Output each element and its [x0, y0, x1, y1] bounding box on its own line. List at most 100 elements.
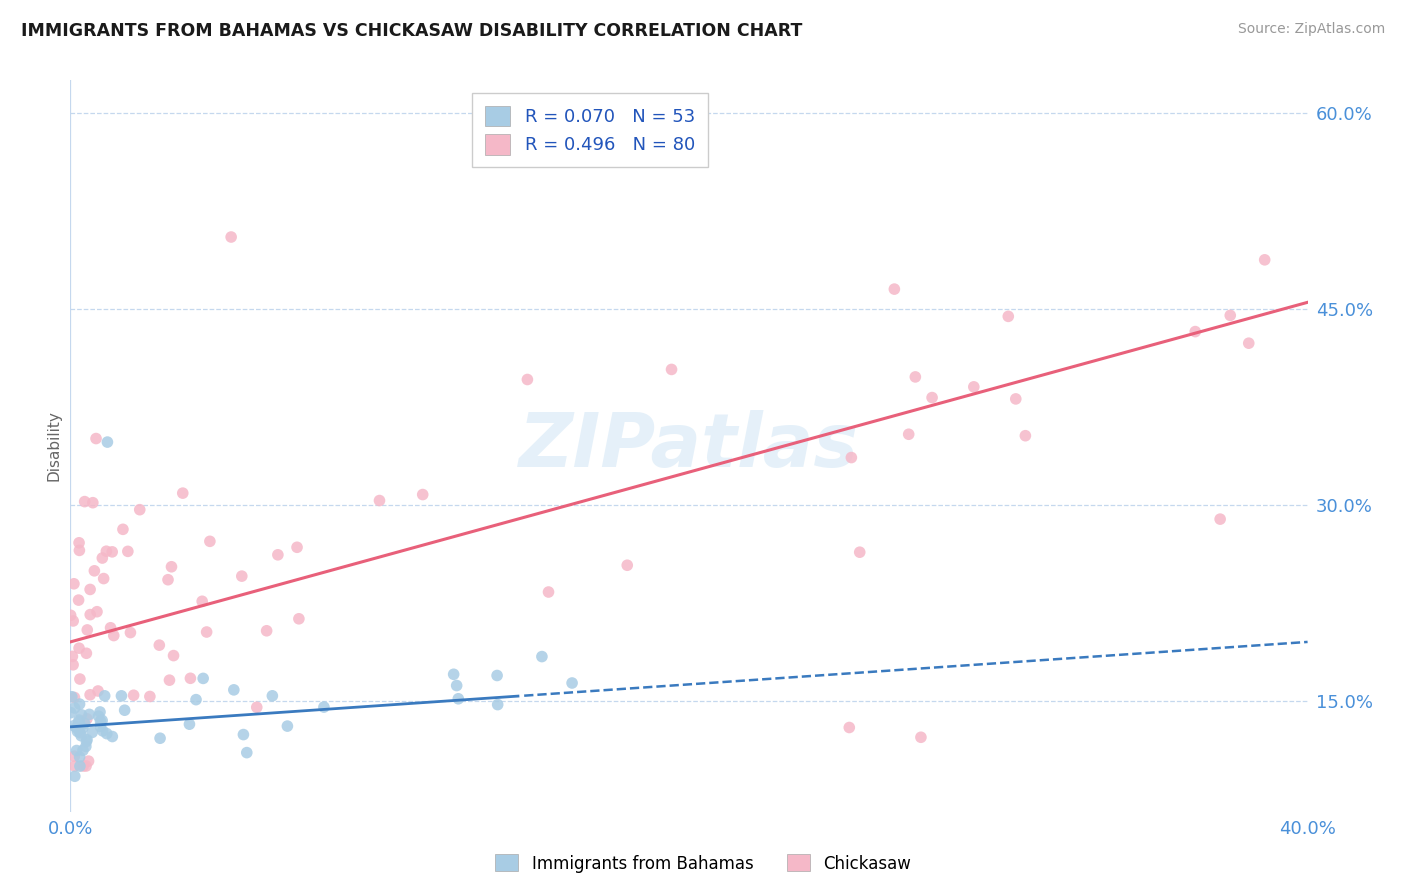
Point [1219, 309, 1241, 323]
Point [446, 679, 468, 693]
Point [91, 714, 114, 728]
Point [96, 726, 118, 740]
Point [246, 700, 269, 714]
Point [160, 559, 183, 574]
Point [963, 380, 986, 394]
Point [75, 734, 97, 748]
Point [63, 690, 86, 705]
Point [59, 706, 82, 720]
Point [67, 713, 90, 727]
Point [60, 649, 83, 664]
Point [79, 582, 101, 597]
Point [179, 671, 201, 685]
Point [87, 684, 110, 698]
Point [79, 688, 101, 702]
Point [921, 391, 943, 405]
Legend: Immigrants from Bahamas, Chickasaw: Immigrants from Bahamas, Chickasaw [488, 847, 918, 880]
Point [62, 657, 84, 672]
Point [883, 282, 905, 296]
Point [285, 541, 308, 555]
Point [69, 697, 91, 711]
Point [156, 573, 179, 587]
Point [191, 594, 214, 608]
Point [198, 534, 221, 549]
Point [69, 672, 91, 686]
Point [159, 673, 181, 688]
Point [89, 705, 111, 719]
Point [101, 730, 124, 744]
Point [79, 607, 101, 622]
Point [79, 707, 101, 722]
Point [110, 689, 132, 703]
Point [96, 544, 118, 558]
Point [149, 731, 172, 746]
Point [114, 703, 136, 717]
Point [70, 729, 93, 743]
Point [1184, 325, 1206, 339]
Point [91, 551, 114, 566]
Point [231, 569, 253, 583]
Point [89, 714, 111, 729]
Point [73, 716, 96, 731]
Point [172, 486, 194, 500]
Point [120, 625, 142, 640]
Point [63, 701, 86, 715]
Text: Source: ZipAtlas.com: Source: ZipAtlas.com [1237, 22, 1385, 37]
Point [516, 372, 538, 386]
Point [1253, 252, 1275, 267]
Point [60, 690, 83, 704]
Point [179, 717, 201, 731]
Point [73, 494, 96, 508]
Point [69, 759, 91, 773]
Point [67, 536, 90, 550]
Point [59, 608, 82, 623]
Point [537, 585, 560, 599]
Point [76, 623, 98, 637]
Text: ZIPatlas: ZIPatlas [519, 409, 859, 483]
Point [101, 545, 124, 559]
Point [69, 725, 91, 739]
Point [67, 641, 90, 656]
Point [82, 496, 104, 510]
Point [219, 230, 242, 244]
Point [76, 712, 98, 726]
Point [67, 714, 90, 729]
Point [904, 370, 927, 384]
Point [91, 723, 114, 738]
Y-axis label: Disability: Disability [46, 410, 62, 482]
Point [148, 638, 170, 652]
Point [486, 698, 509, 712]
Point [236, 746, 259, 760]
Point [897, 427, 920, 442]
Point [100, 621, 122, 635]
Point [67, 543, 90, 558]
Point [1004, 392, 1026, 406]
Point [72, 721, 94, 735]
Legend: R = 0.070   N = 53, R = 0.496   N = 80: R = 0.070 N = 53, R = 0.496 N = 80 [472, 93, 707, 167]
Point [262, 689, 284, 703]
Point [184, 692, 207, 706]
Point [83, 564, 105, 578]
Point [530, 649, 553, 664]
Point [69, 750, 91, 764]
Text: IMMIGRANTS FROM BAHAMAS VS CHICKASAW DISABILITY CORRELATION CHART: IMMIGRANTS FROM BAHAMAS VS CHICKASAW DIS… [21, 22, 803, 40]
Point [997, 310, 1019, 324]
Point [288, 612, 311, 626]
Point [63, 749, 86, 764]
Point [76, 732, 98, 747]
Point [82, 725, 104, 739]
Point [232, 728, 254, 742]
Point [368, 493, 391, 508]
Point [256, 624, 278, 638]
Point [412, 487, 434, 501]
Point [486, 668, 509, 682]
Point [84, 432, 107, 446]
Point [122, 688, 145, 702]
Point [1209, 512, 1232, 526]
Point [111, 522, 134, 536]
Point [443, 667, 465, 681]
Point [848, 545, 870, 559]
Point [63, 759, 86, 773]
Point [89, 719, 111, 733]
Point [222, 682, 245, 697]
